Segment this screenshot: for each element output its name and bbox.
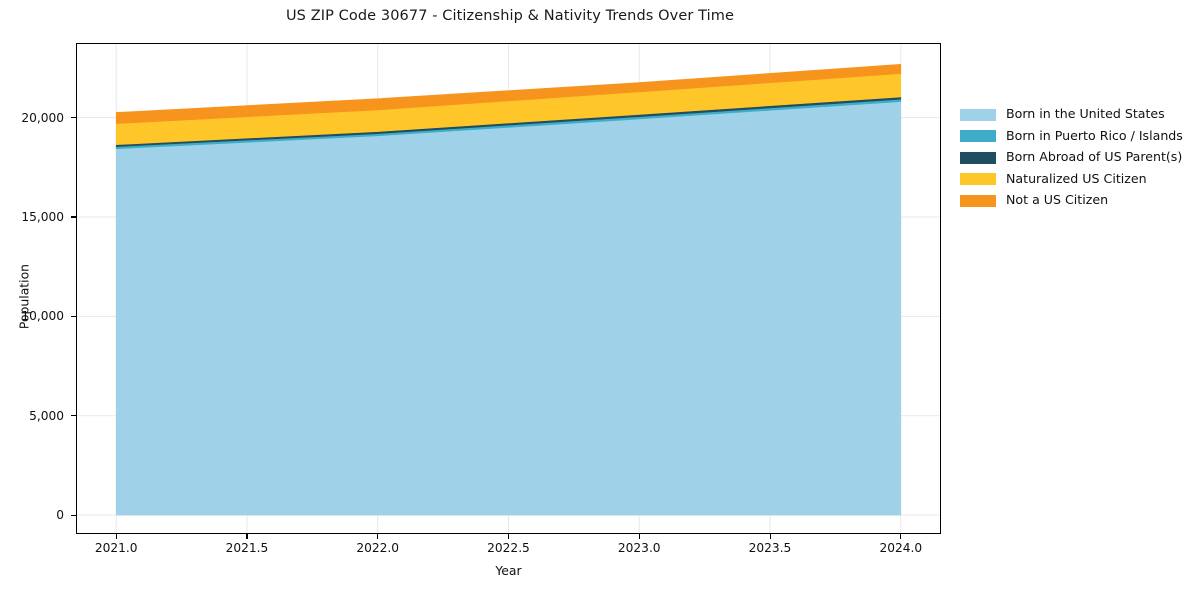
x-tick-label: 2023.0 <box>617 541 661 555</box>
area-bands <box>115 63 902 516</box>
legend-item[interactable]: Naturalized US Citizen <box>960 169 1185 191</box>
stacked-area-plot <box>77 44 940 533</box>
x-tick-label: 2023.5 <box>748 541 792 555</box>
legend-swatch <box>960 173 996 186</box>
x-tick-mark <box>377 534 379 539</box>
x-tick-label: 2022.5 <box>487 541 530 555</box>
area-band <box>115 101 902 516</box>
plot-area <box>76 43 941 534</box>
y-axis-title: Population <box>16 263 32 330</box>
y-tick-mark <box>71 117 76 119</box>
area-band <box>115 63 902 124</box>
y-tick-label: 0 <box>56 508 64 523</box>
x-tick-mark <box>246 534 248 539</box>
legend-label: Born in Puerto Rico / Islands <box>1006 127 1183 143</box>
chart-legend: Born in the United States Born in Puerto … <box>960 104 1185 212</box>
x-tick-mark <box>900 534 902 539</box>
legend-label: Born Abroad of US Parent(s) <box>1006 149 1183 165</box>
legend-item[interactable]: Born in the United States <box>960 104 1185 126</box>
legend-item[interactable]: Born Abroad of US Parent(s) <box>960 147 1185 169</box>
y-tick-label: 15,000 <box>21 209 64 224</box>
x-tick-mark <box>769 534 771 539</box>
legend-label: Naturalized US Citizen <box>1006 170 1147 186</box>
legend-swatch <box>960 108 996 121</box>
y-tick-mark <box>71 415 76 417</box>
y-tick-mark <box>71 216 76 218</box>
y-tick-label: 10,000 <box>21 309 64 324</box>
legend-swatch <box>960 151 996 164</box>
x-axis-title: Year <box>495 563 522 578</box>
y-tick-mark <box>71 315 76 318</box>
x-tick-label: 2021.5 <box>225 541 269 555</box>
legend-item[interactable]: Born in Puerto Rico / Islands <box>960 126 1185 148</box>
y-tick-mark <box>71 514 76 516</box>
legend-label: Not a US Citizen <box>1006 192 1109 208</box>
x-tick-label: 2024.0 <box>879 541 923 555</box>
legend-label: Born in the United States <box>1006 106 1165 122</box>
chart-title: US ZIP Code 30677 - Citizenship & Nativi… <box>285 8 735 24</box>
x-tick-mark <box>508 534 510 539</box>
legend-swatch <box>960 130 996 143</box>
x-tick-label: 2022.0 <box>356 541 400 555</box>
y-tick-label: 20,000 <box>21 110 64 125</box>
legend-item[interactable]: Not a US Citizen <box>960 190 1185 212</box>
x-tick-mark <box>115 534 117 539</box>
x-tick-mark <box>638 534 640 539</box>
x-tick-label: 2021.0 <box>94 541 138 555</box>
y-tick-label: 5,000 <box>29 408 64 423</box>
legend-swatch <box>960 194 996 207</box>
